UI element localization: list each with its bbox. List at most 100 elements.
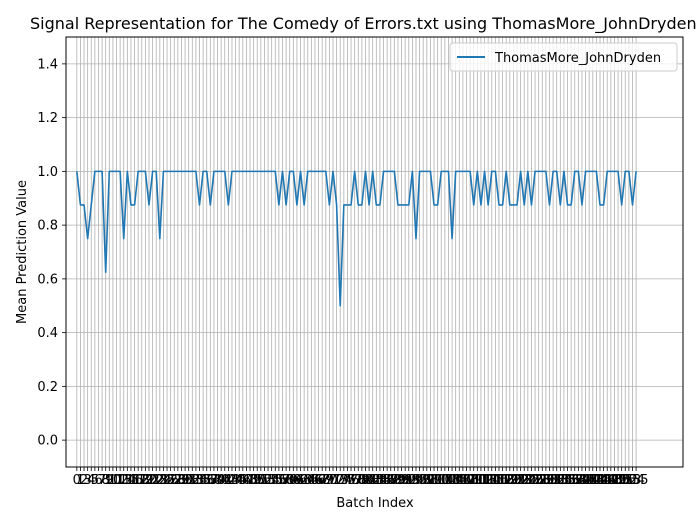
x-tick-label: 147 — [595, 473, 620, 488]
x-tick-label: 62 — [292, 473, 309, 488]
x-tick-label: 10 — [105, 473, 122, 488]
x-tick-label: 64 — [299, 473, 316, 488]
x-tick-label: 108 — [454, 473, 479, 488]
x-tick-label: 77 — [346, 473, 363, 488]
legend: ThomasMore_JohnDryden — [449, 42, 678, 72]
x-tick-label: 90 — [393, 473, 410, 488]
x-tick-label: 113 — [472, 473, 497, 488]
x-tick-label: 130 — [533, 473, 558, 488]
x-tick-label: 152 — [613, 473, 638, 488]
x-tick-label: 2 — [80, 473, 88, 488]
x-tick-label: 69 — [318, 473, 335, 488]
x-tick-label: 149 — [602, 473, 627, 488]
plot-frame — [65, 36, 684, 468]
x-tick-label: 71 — [325, 473, 342, 488]
x-tick-label: 51 — [253, 473, 270, 488]
x-tick-label: 15 — [123, 473, 140, 488]
x-tick-label: 150 — [606, 473, 631, 488]
x-tick-label: 27 — [166, 473, 183, 488]
x-tick-label: 107 — [450, 473, 475, 488]
x-tick-label: 29 — [173, 473, 190, 488]
x-tick-label: 20 — [141, 473, 158, 488]
x-tick-label: 72 — [328, 473, 345, 488]
x-tick-label: 39 — [209, 473, 226, 488]
x-tick-label: 98 — [422, 473, 439, 488]
x-tick-label: 103 — [436, 473, 461, 488]
x-tick-label: 13 — [115, 473, 132, 488]
x-tick-label: 28 — [170, 473, 187, 488]
x-tick-label: 117 — [487, 473, 512, 488]
y-tick-label: 0.0 — [37, 434, 58, 449]
x-tick-label: 45 — [231, 473, 248, 488]
x-tick-label: 1 — [76, 473, 84, 488]
x-tick-label: 123 — [508, 473, 533, 488]
y-tick-label: 1.2 — [37, 111, 58, 126]
x-tick-label: 141 — [573, 473, 598, 488]
x-tick-label: 17 — [130, 473, 147, 488]
x-tick-label: 8 — [102, 473, 110, 488]
x-tick-label: 120 — [497, 473, 522, 488]
x-tick-label: 7 — [98, 473, 106, 488]
x-tick-label: 56 — [271, 473, 288, 488]
x-tick-label: 43 — [224, 473, 241, 488]
x-tick-label: 146 — [591, 473, 616, 488]
x-tick-label: 78 — [350, 473, 367, 488]
x-gridlines — [76, 37, 637, 467]
x-tick-label: 37 — [202, 473, 219, 488]
x-tick-label: 30 — [177, 473, 194, 488]
x-tick-label: 46 — [235, 473, 252, 488]
x-tick-label: 85 — [375, 473, 392, 488]
x-tick-label: 121 — [501, 473, 526, 488]
x-tick-label: 59 — [281, 473, 298, 488]
x-tick-label: 125 — [515, 473, 540, 488]
x-tick-label: 102 — [432, 473, 457, 488]
x-tick-label: 3 — [84, 473, 92, 488]
x-tick-label: 82 — [364, 473, 381, 488]
x-tick-label: 145 — [588, 473, 613, 488]
x-tick-label: 129 — [530, 473, 555, 488]
x-tick-label: 115 — [479, 473, 504, 488]
x-tick-label: 139 — [566, 473, 591, 488]
x-tick-label: 148 — [598, 473, 623, 488]
x-tick-label: 122 — [505, 473, 530, 488]
x-tick-label: 67 — [310, 473, 327, 488]
x-tick-label: 97 — [419, 473, 436, 488]
x-tick-label: 111 — [465, 473, 490, 488]
x-tick-label: 81 — [361, 473, 378, 488]
x-tick-label: 91 — [397, 473, 414, 488]
x-axis-label: Batch Index — [336, 496, 414, 511]
x-tick-label: 153 — [616, 473, 641, 488]
x-tick-label: 126 — [519, 473, 544, 488]
x-tick-label: 34 — [191, 473, 208, 488]
x-tick-label: 31 — [180, 473, 197, 488]
x-tick-label: 143 — [580, 473, 605, 488]
x-tick-label: 101 — [429, 473, 454, 488]
x-tick-label: 83 — [368, 473, 385, 488]
chart-title: Signal Representation for The Comedy of … — [30, 14, 697, 34]
x-tick-label: 127 — [523, 473, 548, 488]
x-tick-label: 138 — [562, 473, 587, 488]
x-tick-label: 92 — [401, 473, 418, 488]
y-tick-label: 0.8 — [37, 219, 58, 234]
x-tick-label: 109 — [458, 473, 483, 488]
x-tick-label: 23 — [152, 473, 169, 488]
x-tick-label: 86 — [379, 473, 396, 488]
x-tick-label: 14 — [119, 473, 136, 488]
x-tick-label: 42 — [220, 473, 237, 488]
x-tick-label: 5 — [91, 473, 99, 488]
x-tick-label: 63 — [296, 473, 313, 488]
x-tick-label: 68 — [314, 473, 331, 488]
x-tick-label: 142 — [577, 473, 602, 488]
x-tick-label: 44 — [227, 473, 244, 488]
x-tick-label: 89 — [390, 473, 407, 488]
x-tick-label: 4 — [87, 473, 95, 488]
x-tick-label: 9 — [105, 473, 113, 488]
x-tick-label: 100 — [425, 473, 450, 488]
x-tick-label: 131 — [537, 473, 562, 488]
x-tick-label: 124 — [512, 473, 537, 488]
x-tick-label: 35 — [195, 473, 212, 488]
x-tick-label: 104 — [440, 473, 465, 488]
y-gridlines — [66, 63, 683, 441]
series-layer — [76, 170, 637, 307]
